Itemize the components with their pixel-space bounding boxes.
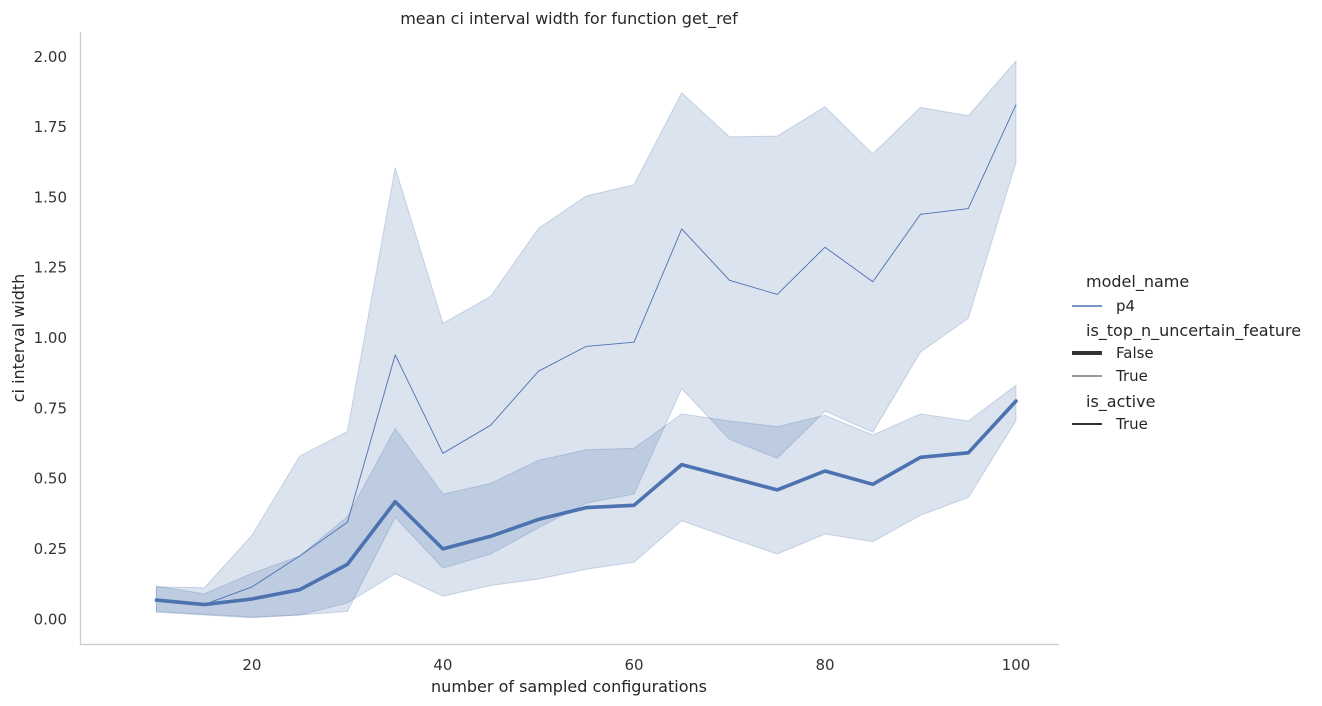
series-line-true [155,104,1017,606]
y-tick-label: 0.00 [34,610,67,628]
x-tick-label: 60 [624,656,643,674]
y-tick-label: 2.00 [34,48,67,66]
y-tick-label: 1.00 [34,329,67,347]
chart-title: mean ci interval width for function get_… [400,9,738,29]
x-tick-label: 20 [242,656,261,674]
legend-label-false: False [1116,344,1154,362]
y-tick-label: 0.75 [34,399,67,417]
ci-band-true [155,59,1017,619]
series-lines [154,104,1018,607]
legend-label-active-true: True [1115,415,1148,433]
series-line-false [154,399,1018,607]
x-axis-label: number of sampled configurations [431,677,707,696]
legend: model_name p4 is_top_n_uncertain_feature… [1072,272,1301,433]
y-tick-label: 1.75 [34,118,67,136]
legend-label-p4: p4 [1116,297,1135,315]
x-tick-label: 80 [815,656,834,674]
legend-title-model-name: model_name [1086,272,1189,292]
legend-title-feature: is_top_n_uncertain_feature [1086,321,1301,341]
x-tick-label: 40 [433,656,452,674]
x-tick-labels: 20 40 60 80 100 [242,656,1030,674]
legend-label-true: True [1115,367,1148,385]
y-axis-label: ci interval width [9,274,28,403]
y-tick-label: 1.25 [34,259,67,277]
y-tick-labels: 0.00 0.25 0.50 0.75 1.00 1.25 1.50 1.75 2.00 [34,48,67,628]
x-tick-label: 100 [1002,656,1031,674]
y-tick-label: 1.50 [34,188,67,206]
ci-band-false [155,384,1017,618]
y-tick-label: 0.25 [34,540,67,558]
ci-bands [155,59,1017,619]
y-tick-label: 0.50 [34,470,67,488]
legend-title-active: is_active [1086,392,1155,412]
